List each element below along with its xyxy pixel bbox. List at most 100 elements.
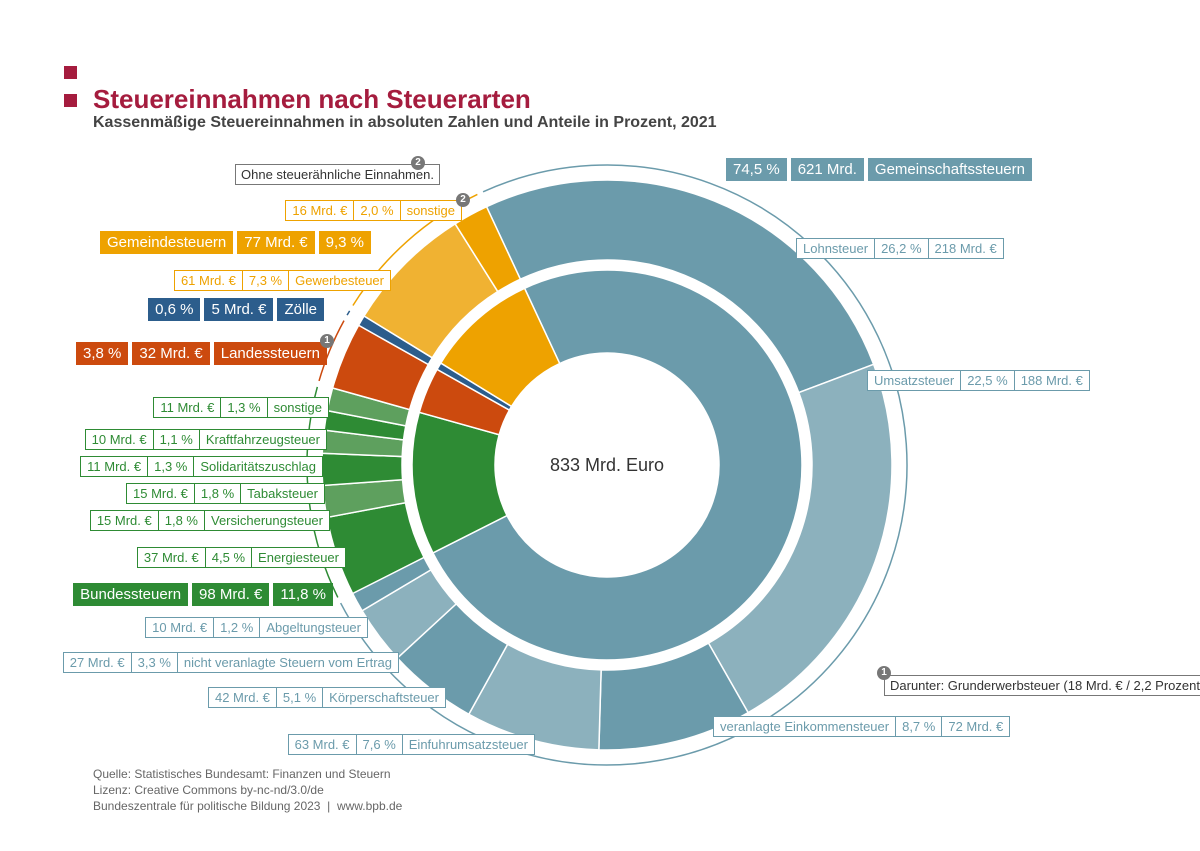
item-label: 11 Mrd. €1,3 % sonstige: [153, 397, 329, 418]
label-name: Kraftfahrzeugsteuer: [198, 429, 327, 450]
label-name: Umsatzsteuer: [867, 370, 962, 391]
label-name: nicht veranlagte Steuern vom Ertrag: [176, 652, 399, 673]
label-name: Gemeindesteuern: [100, 231, 234, 254]
label-percent: 1,3 %: [220, 397, 268, 418]
center-label: 833 Mrd. Euro: [549, 455, 665, 475]
note: Ohne steuerähnliche Einnahmen.: [235, 164, 440, 185]
item-label: 37 Mrd. €4,5 % Energiesteuer: [136, 547, 346, 568]
item-label: 42 Mrd. €5,1 % Körperschaftsteuer: [207, 687, 446, 708]
label-percent: 9,3 %: [318, 231, 371, 254]
label-percent: 7,6 %: [355, 734, 403, 755]
note-marker: 1: [877, 666, 891, 680]
label-amount: 10 Mrd. €: [145, 617, 215, 638]
outer-segment: [321, 452, 404, 487]
label-percent: 3,3 %: [130, 652, 178, 673]
inner-segment: [439, 287, 561, 408]
group-label: Bundessteuern 98 Mrd. €11,8 %: [69, 583, 333, 606]
label-name: Gemeinschaftssteuern: [867, 158, 1032, 181]
label-percent: 22,5 %: [960, 370, 1015, 391]
publisher: Bundeszentrale für politische Bildung 20…: [93, 799, 403, 813]
item-label: 27 Mrd. €3,3 % nicht veranlagte Steuern v…: [62, 652, 399, 673]
item-label: 16 Mrd. €2,0 % sonstige: [285, 200, 462, 221]
group-bracket: [346, 310, 351, 316]
item-label: 10 Mrd. €1,1 % Kraftfahrzeugsteuer: [84, 429, 327, 450]
note-marker: 1: [320, 334, 334, 348]
label-percent: 4,5 %: [204, 547, 253, 568]
label-name: Abgeltungsteuer: [259, 617, 368, 638]
label-amount: 218 Mrd. €: [927, 238, 1004, 259]
label-percent: 1,8 %: [193, 483, 242, 504]
label-percent: 1,8 %: [157, 510, 205, 531]
item-label: Umsatzsteuer 22,5 % 188 Mrd. €: [867, 370, 1090, 391]
label-percent: 74,5 %: [726, 158, 787, 181]
label-percent: 26,2 %: [874, 238, 929, 259]
group-label: 0,6 % 5 Mrd. € Zölle: [144, 298, 324, 321]
label-amount: 27 Mrd. €: [62, 652, 132, 673]
label-percent: 1,2 %: [213, 617, 261, 638]
label-amount: 42 Mrd. €: [207, 687, 277, 708]
item-label: 10 Mrd. €1,2 % Abgeltungsteuer: [145, 617, 368, 638]
label-amount: 72 Mrd. €: [941, 716, 1011, 737]
label-name: Energiesteuer: [251, 547, 346, 568]
label-percent: 2,0 %: [353, 200, 401, 221]
item-label: 15 Mrd. €1,8 % Tabaksteuer: [126, 483, 325, 504]
subtitle: Kassenmäßige Steuereinnahmen in absolute…: [93, 114, 717, 131]
outer-segment: [454, 205, 522, 293]
label-amount: 37 Mrd. €: [136, 547, 206, 568]
label-name: Gewerbesteuer: [288, 270, 391, 291]
label-name: Solidaritätszuschlag: [193, 456, 323, 477]
note-marker: 2: [456, 193, 470, 207]
note: Darunter: Grunderwerbsteuer (18 Mrd. € /…: [884, 675, 1200, 696]
label-name: Tabaksteuer: [240, 483, 325, 504]
source: Quelle: Statistisches Bundesamt: Finanze…: [93, 767, 391, 781]
label-amount: 5 Mrd. €: [204, 298, 274, 321]
label-amount: 10 Mrd. €: [84, 429, 154, 450]
label-amount: 11 Mrd. €: [80, 456, 149, 477]
inner-segment: [431, 269, 803, 661]
label-name: Einfuhrumsatzsteuer: [401, 734, 535, 755]
label-percent: 7,3 %: [241, 270, 290, 291]
item-label: 11 Mrd. €1,3 % Solidaritätszuschlag: [80, 456, 323, 477]
group-label: 3,8 % 32 Mrd. € Landessteuern: [72, 342, 327, 365]
marker: [64, 66, 77, 79]
label-name: sonstige: [399, 200, 462, 221]
group-bracket: [318, 320, 345, 382]
label-name: Zölle: [277, 298, 324, 321]
label-amount: 11 Mrd. €: [153, 397, 222, 418]
label-name: veranlagte Einkommensteuer: [713, 716, 897, 737]
license: Lizenz: Creative Commons by-nc-nd/3.0/de: [93, 783, 324, 797]
label-amount: 63 Mrd. €: [287, 734, 357, 755]
group-label: Gemeindesteuern 77 Mrd. €9,3 %: [96, 231, 371, 254]
label-amount: 61 Mrd. €: [173, 270, 243, 291]
label-name: sonstige: [266, 397, 329, 418]
label-amount: 98 Mrd. €: [192, 583, 270, 606]
label-name: Landessteuern: [213, 342, 327, 365]
label-percent: 0,6 %: [148, 298, 201, 321]
label-name: Bundessteuern: [73, 583, 189, 606]
label-amount: 77 Mrd. €: [237, 231, 315, 254]
marker: [64, 94, 77, 107]
outer-segment: [485, 179, 875, 394]
label-percent: 5,1 %: [275, 687, 324, 708]
label-amount: 15 Mrd. €: [126, 483, 195, 504]
item-label: 63 Mrd. €7,6 % Einfuhrumsatzsteuer: [287, 734, 535, 755]
group-label: 74,5 % 621 Mrd. Gemeinschaftssteuern: [722, 158, 1032, 181]
item-label: 61 Mrd. €7,3 % Gewerbesteuer: [173, 270, 391, 291]
label-percent: 1,1 %: [152, 429, 200, 450]
label-amount: 16 Mrd. €: [285, 200, 355, 221]
label-name: Körperschaftsteuer: [322, 687, 446, 708]
label-name: Lohnsteuer: [796, 238, 876, 259]
item-label: 15 Mrd. €1,8 % Versicherungsteuer: [89, 510, 330, 531]
label-amount: 188 Mrd. €: [1013, 370, 1090, 391]
label-percent: 8,7 %: [895, 716, 943, 737]
label-percent: 3,8 %: [76, 342, 129, 365]
label-amount: 15 Mrd. €: [89, 510, 159, 531]
label-percent: 11,8 %: [273, 583, 333, 606]
label-percent: 1,3 %: [147, 456, 195, 477]
note-marker: 2: [411, 156, 425, 170]
item-label: veranlagte Einkommensteuer 8,7 % 72 Mrd. €: [713, 716, 1011, 737]
label-amount: 621 Mrd.: [790, 158, 864, 181]
label-amount: 32 Mrd. €: [132, 342, 210, 365]
